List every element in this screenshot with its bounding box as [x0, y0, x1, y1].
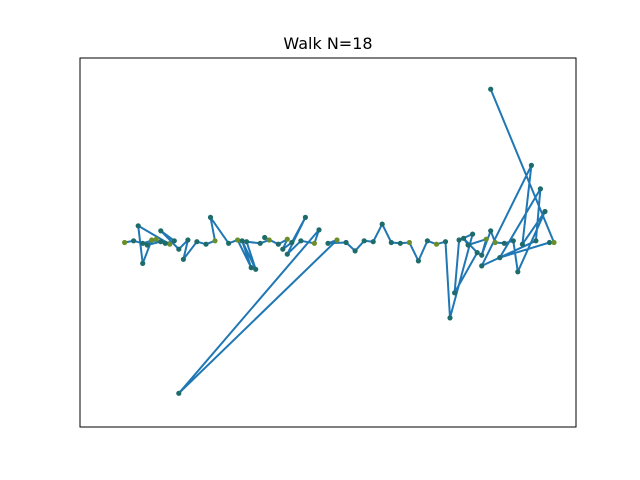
- data-point: [266, 237, 272, 243]
- data-point: [442, 239, 449, 245]
- data-point: [153, 236, 159, 242]
- data-point: [528, 162, 535, 168]
- data-point: [135, 223, 141, 229]
- data-point: [465, 242, 471, 248]
- data-point: [397, 240, 403, 246]
- data-point: [244, 239, 250, 245]
- data-point: [122, 239, 128, 246]
- data-point: [176, 390, 182, 396]
- data-point: [533, 238, 539, 244]
- data-point: [537, 186, 544, 192]
- data-point: [248, 265, 254, 271]
- data-point: [167, 241, 173, 247]
- data-point: [185, 237, 191, 243]
- data-point: [289, 239, 295, 246]
- data-point: [415, 258, 421, 264]
- data-point: [334, 237, 340, 243]
- data-series: [122, 86, 557, 396]
- data-point: [194, 239, 200, 245]
- data-point: [176, 246, 182, 252]
- data-point: [140, 260, 146, 266]
- data-point: [501, 240, 507, 246]
- data-point: [311, 240, 317, 246]
- data-point: [262, 234, 268, 241]
- data-point: [488, 228, 494, 234]
- data-point: [280, 246, 286, 252]
- chart-title: Walk N=18: [283, 34, 372, 53]
- data-point: [284, 236, 290, 242]
- data-point: [370, 239, 376, 245]
- data-point: [212, 238, 218, 244]
- data-point: [343, 239, 349, 246]
- data-point: [158, 228, 164, 234]
- data-point: [325, 240, 331, 246]
- data-point: [551, 239, 557, 246]
- data-point: [447, 315, 453, 321]
- data-point: [275, 241, 281, 247]
- data-point: [488, 86, 494, 92]
- data-point: [452, 290, 458, 296]
- data-point: [239, 238, 245, 244]
- data-point: [510, 238, 516, 244]
- data-point: [519, 241, 526, 247]
- data-point: [492, 239, 498, 246]
- data-point: [162, 240, 168, 246]
- data-point: [479, 263, 485, 269]
- data-point: [470, 231, 476, 237]
- data-point: [298, 238, 304, 244]
- data-point: [171, 238, 177, 244]
- data-point: [542, 208, 548, 215]
- data-point: [424, 238, 430, 244]
- data-point: [461, 235, 467, 241]
- data-point: [546, 239, 553, 246]
- data-point: [144, 242, 150, 248]
- data-point: [158, 239, 164, 245]
- data-point: [379, 221, 385, 227]
- data-point: [479, 252, 485, 258]
- data-point: [316, 227, 322, 233]
- data-point: [456, 237, 462, 243]
- data-point: [433, 241, 440, 247]
- data-point: [180, 256, 186, 262]
- data-point: [483, 236, 489, 242]
- data-point: [253, 266, 259, 272]
- data-point: [515, 269, 521, 275]
- data-point: [203, 241, 209, 247]
- data-point: [284, 251, 290, 257]
- data-point: [388, 239, 394, 246]
- data-point: [302, 214, 308, 220]
- data-point: [140, 240, 146, 246]
- data-point: [361, 238, 367, 244]
- data-point: [497, 255, 503, 261]
- data-point: [131, 238, 137, 244]
- data-point: [352, 248, 358, 254]
- data-point: [474, 250, 480, 256]
- data-point: [406, 239, 412, 246]
- data-point: [257, 240, 263, 246]
- data-point: [207, 214, 214, 220]
- data-point: [149, 237, 155, 243]
- data-point: [226, 240, 232, 246]
- data-point: [235, 237, 241, 243]
